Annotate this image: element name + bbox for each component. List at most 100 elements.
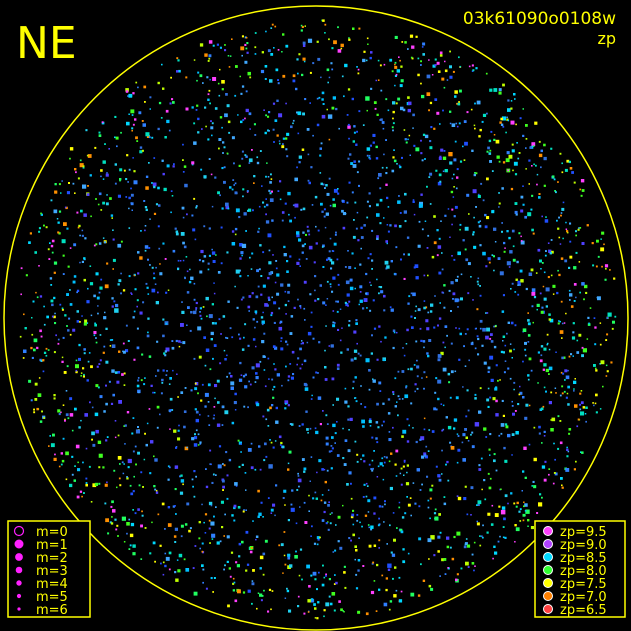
star bbox=[518, 393, 521, 396]
star bbox=[408, 424, 410, 427]
star bbox=[429, 497, 432, 500]
star bbox=[247, 448, 252, 452]
star bbox=[385, 240, 388, 243]
star bbox=[488, 261, 491, 264]
star bbox=[540, 149, 543, 153]
star bbox=[249, 383, 252, 386]
star bbox=[346, 293, 350, 297]
star bbox=[315, 242, 318, 245]
star bbox=[163, 352, 166, 355]
star bbox=[384, 503, 386, 506]
star bbox=[352, 164, 357, 168]
star bbox=[461, 441, 464, 444]
star bbox=[285, 148, 288, 151]
star bbox=[399, 528, 403, 532]
star bbox=[189, 527, 192, 530]
star bbox=[407, 108, 411, 113]
star bbox=[368, 463, 371, 466]
star bbox=[403, 210, 407, 214]
star bbox=[438, 271, 442, 275]
star bbox=[337, 540, 340, 543]
star bbox=[474, 565, 476, 567]
star bbox=[524, 348, 527, 351]
star bbox=[376, 203, 379, 207]
star bbox=[83, 373, 85, 376]
star bbox=[382, 420, 385, 423]
star bbox=[476, 335, 479, 338]
star bbox=[373, 544, 377, 547]
star bbox=[266, 408, 270, 412]
star bbox=[402, 465, 405, 468]
star bbox=[498, 91, 502, 95]
star bbox=[340, 608, 343, 612]
star bbox=[368, 192, 371, 195]
star bbox=[519, 117, 522, 120]
star bbox=[355, 322, 358, 325]
star bbox=[220, 333, 222, 335]
star bbox=[453, 158, 457, 162]
star bbox=[606, 370, 609, 373]
star bbox=[337, 26, 339, 29]
star bbox=[527, 519, 530, 522]
star bbox=[355, 227, 358, 230]
star bbox=[213, 292, 216, 295]
star bbox=[527, 341, 530, 343]
star bbox=[473, 541, 476, 544]
quantity-label: zp bbox=[597, 29, 616, 48]
star bbox=[380, 290, 384, 294]
star bbox=[239, 243, 243, 247]
star bbox=[429, 140, 432, 143]
star bbox=[66, 191, 70, 195]
star bbox=[309, 71, 312, 74]
star bbox=[486, 112, 488, 115]
star bbox=[443, 86, 446, 89]
star bbox=[479, 544, 482, 547]
star bbox=[575, 296, 577, 299]
star bbox=[333, 242, 337, 246]
star bbox=[477, 500, 482, 505]
star bbox=[522, 519, 525, 522]
star bbox=[320, 499, 323, 502]
star bbox=[103, 345, 106, 348]
star bbox=[224, 114, 227, 117]
star bbox=[368, 544, 372, 548]
star bbox=[240, 298, 243, 301]
star bbox=[400, 530, 404, 534]
star bbox=[507, 99, 510, 102]
star bbox=[373, 450, 375, 452]
star bbox=[121, 516, 126, 521]
star bbox=[130, 109, 135, 114]
star bbox=[426, 352, 429, 355]
star bbox=[204, 532, 207, 534]
star bbox=[222, 315, 226, 318]
star bbox=[81, 229, 84, 232]
star bbox=[177, 268, 180, 271]
star bbox=[560, 257, 564, 260]
star bbox=[58, 232, 61, 235]
star bbox=[185, 76, 188, 79]
star bbox=[506, 230, 509, 233]
star bbox=[507, 119, 510, 122]
star bbox=[239, 361, 242, 365]
star bbox=[358, 27, 361, 30]
star bbox=[97, 386, 100, 389]
star bbox=[307, 432, 309, 434]
star bbox=[445, 416, 448, 419]
star bbox=[488, 486, 492, 490]
star bbox=[511, 454, 513, 456]
star bbox=[391, 126, 394, 129]
star bbox=[208, 57, 211, 60]
star bbox=[63, 222, 67, 226]
star bbox=[565, 228, 568, 230]
star bbox=[126, 154, 129, 157]
star bbox=[410, 592, 415, 597]
star bbox=[98, 453, 103, 458]
star bbox=[192, 567, 195, 569]
star bbox=[466, 111, 469, 114]
star bbox=[368, 154, 371, 157]
star bbox=[153, 272, 155, 275]
star bbox=[384, 336, 387, 339]
star bbox=[348, 266, 352, 269]
star bbox=[316, 97, 319, 100]
star bbox=[561, 356, 564, 360]
